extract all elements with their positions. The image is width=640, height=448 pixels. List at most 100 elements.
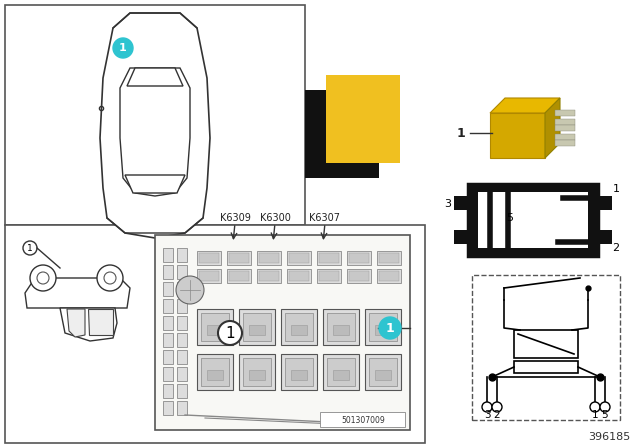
Text: 5: 5 — [506, 213, 513, 223]
Bar — [177, 316, 187, 330]
Bar — [177, 265, 187, 279]
Polygon shape — [125, 175, 185, 193]
Bar — [468, 184, 598, 256]
Bar — [317, 269, 341, 283]
Polygon shape — [60, 308, 117, 341]
Circle shape — [379, 317, 401, 339]
Bar — [197, 251, 221, 265]
Bar — [317, 251, 341, 265]
Text: 5: 5 — [602, 410, 608, 420]
Bar — [281, 354, 317, 390]
Text: 1: 1 — [612, 184, 620, 194]
Bar — [177, 401, 187, 415]
Text: 2: 2 — [612, 243, 620, 253]
Bar — [177, 248, 187, 262]
Bar — [239, 309, 275, 345]
Bar — [369, 358, 397, 386]
Bar — [285, 313, 313, 341]
Text: 1: 1 — [386, 322, 394, 335]
Bar — [514, 361, 578, 373]
Bar — [323, 354, 359, 390]
Bar — [327, 358, 355, 386]
Bar — [472, 275, 620, 420]
Bar — [197, 269, 221, 283]
Bar — [227, 269, 251, 283]
Bar — [163, 350, 173, 364]
Circle shape — [492, 402, 502, 412]
Circle shape — [590, 402, 600, 412]
Polygon shape — [127, 68, 183, 86]
Bar — [347, 251, 371, 265]
Bar — [333, 325, 349, 335]
Bar — [287, 251, 311, 265]
Circle shape — [23, 241, 37, 255]
Bar — [201, 313, 229, 341]
Bar — [163, 367, 173, 381]
Bar — [163, 248, 173, 262]
Bar — [5, 5, 305, 225]
Polygon shape — [545, 98, 560, 158]
Bar — [163, 401, 173, 415]
Bar — [163, 265, 173, 279]
Bar — [289, 253, 309, 263]
Circle shape — [97, 265, 123, 291]
Bar — [365, 309, 401, 345]
Bar — [249, 370, 265, 380]
Bar — [199, 271, 219, 281]
Bar — [249, 325, 265, 335]
Bar — [177, 350, 187, 364]
Bar — [177, 299, 187, 313]
Bar — [555, 119, 575, 125]
Bar — [323, 309, 359, 345]
Bar — [598, 230, 612, 244]
Bar — [365, 354, 401, 390]
Bar — [319, 271, 339, 281]
Bar — [163, 384, 173, 398]
Text: 3: 3 — [484, 410, 490, 420]
Polygon shape — [100, 13, 210, 238]
Bar — [177, 333, 187, 347]
Circle shape — [104, 272, 116, 284]
Bar — [349, 271, 369, 281]
Text: 1: 1 — [456, 126, 465, 139]
Bar — [555, 110, 575, 116]
Bar — [319, 253, 339, 263]
Bar — [375, 370, 391, 380]
Circle shape — [482, 402, 492, 412]
Bar — [289, 271, 309, 281]
Bar — [259, 253, 279, 263]
Bar — [320, 412, 405, 427]
Bar — [197, 309, 233, 345]
Bar — [379, 253, 399, 263]
Bar — [257, 251, 281, 265]
Bar — [598, 196, 612, 210]
Text: 1: 1 — [119, 43, 127, 53]
Polygon shape — [490, 113, 545, 158]
Bar — [291, 325, 307, 335]
Bar — [155, 235, 410, 430]
Text: 3: 3 — [445, 199, 451, 209]
Bar — [369, 313, 397, 341]
Bar — [229, 271, 249, 281]
Polygon shape — [120, 68, 190, 196]
Bar — [291, 370, 307, 380]
Bar — [177, 282, 187, 296]
Bar — [207, 325, 223, 335]
Bar — [379, 271, 399, 281]
Polygon shape — [88, 309, 113, 335]
Bar — [227, 251, 251, 265]
Bar — [478, 192, 588, 248]
Circle shape — [37, 272, 49, 284]
Text: 396185: 396185 — [588, 432, 630, 442]
Bar — [281, 309, 317, 345]
Circle shape — [30, 265, 56, 291]
Bar — [177, 384, 187, 398]
Text: 501307009: 501307009 — [341, 415, 385, 425]
Bar — [326, 75, 400, 163]
Bar — [347, 269, 371, 283]
Text: K6300: K6300 — [260, 213, 291, 223]
Polygon shape — [25, 278, 130, 308]
Circle shape — [600, 402, 610, 412]
Bar — [555, 134, 575, 140]
Bar — [375, 325, 391, 335]
